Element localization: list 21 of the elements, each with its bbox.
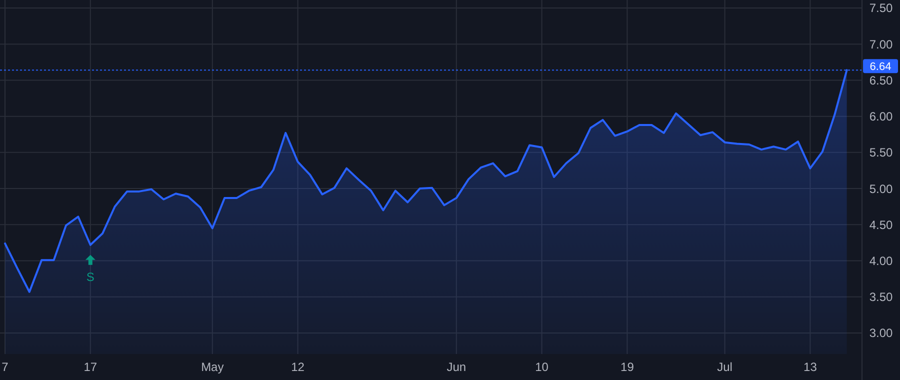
x-tick-label: 10 bbox=[535, 360, 549, 374]
x-tick-label: 7 bbox=[2, 360, 9, 374]
y-tick-label: 3.00 bbox=[869, 326, 893, 340]
y-tick-label: 5.00 bbox=[869, 182, 893, 196]
y-tick-label: 6.00 bbox=[869, 110, 893, 124]
x-tick-label: May bbox=[201, 360, 224, 374]
y-tick-label: 7.00 bbox=[869, 37, 893, 52]
annotation: S bbox=[86, 270, 94, 284]
x-tick-label: 17 bbox=[84, 360, 98, 374]
x-tick-label: Jun bbox=[446, 360, 466, 374]
x-tick-label: Jul bbox=[717, 360, 732, 374]
y-tick-label: 6.50 bbox=[869, 73, 893, 88]
y-tick-label: 4.50 bbox=[869, 218, 893, 232]
y-tick-label: 4.00 bbox=[869, 254, 893, 268]
x-tick-label: 19 bbox=[620, 360, 634, 374]
x-tick-label: 12 bbox=[291, 360, 305, 374]
y-tick-label: 3.50 bbox=[869, 290, 893, 304]
y-tick-label: 5.50 bbox=[869, 146, 893, 160]
y-tick-label: 7.50 bbox=[869, 1, 893, 16]
ref-line-label: 6.64 bbox=[870, 60, 892, 73]
x-tick-label: 13 bbox=[804, 360, 818, 374]
